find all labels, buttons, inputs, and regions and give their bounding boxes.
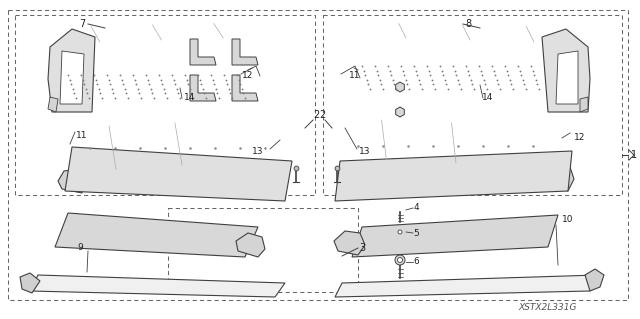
Ellipse shape	[395, 255, 405, 265]
Text: 9: 9	[77, 243, 83, 253]
Text: 14: 14	[184, 93, 196, 102]
Polygon shape	[352, 215, 558, 257]
Polygon shape	[58, 169, 85, 193]
Text: 4: 4	[413, 204, 419, 212]
Polygon shape	[20, 273, 40, 293]
Polygon shape	[55, 213, 258, 257]
Polygon shape	[190, 75, 216, 101]
Polygon shape	[60, 51, 84, 104]
Text: 11: 11	[76, 130, 88, 139]
Polygon shape	[556, 51, 578, 104]
Text: 5: 5	[413, 228, 419, 238]
Text: 12: 12	[243, 70, 253, 79]
Text: 2: 2	[313, 110, 319, 120]
Text: 2: 2	[319, 110, 325, 120]
Text: 13: 13	[252, 147, 264, 157]
Polygon shape	[236, 233, 265, 257]
Polygon shape	[30, 275, 285, 297]
Text: 3: 3	[359, 243, 365, 253]
Polygon shape	[396, 107, 404, 117]
Text: XSTX2L331G: XSTX2L331G	[519, 302, 577, 311]
Polygon shape	[48, 97, 58, 112]
Polygon shape	[335, 275, 598, 297]
Polygon shape	[334, 231, 365, 255]
Text: 1: 1	[631, 150, 637, 160]
Polygon shape	[190, 39, 216, 65]
Text: 7: 7	[79, 19, 85, 29]
Text: 10: 10	[563, 216, 573, 225]
Polygon shape	[544, 165, 574, 191]
Polygon shape	[232, 39, 258, 65]
Polygon shape	[65, 147, 292, 201]
Polygon shape	[585, 269, 604, 291]
Polygon shape	[335, 151, 572, 201]
Polygon shape	[396, 82, 404, 92]
Polygon shape	[48, 29, 95, 112]
Text: 13: 13	[359, 147, 371, 157]
Ellipse shape	[397, 257, 403, 263]
Text: 6: 6	[413, 257, 419, 266]
Polygon shape	[580, 97, 588, 112]
Text: 12: 12	[574, 133, 586, 143]
Ellipse shape	[398, 230, 402, 234]
Text: 11: 11	[349, 70, 361, 79]
Text: 14: 14	[483, 93, 493, 102]
Polygon shape	[542, 29, 590, 112]
Polygon shape	[232, 75, 258, 101]
Text: 8: 8	[465, 19, 471, 29]
